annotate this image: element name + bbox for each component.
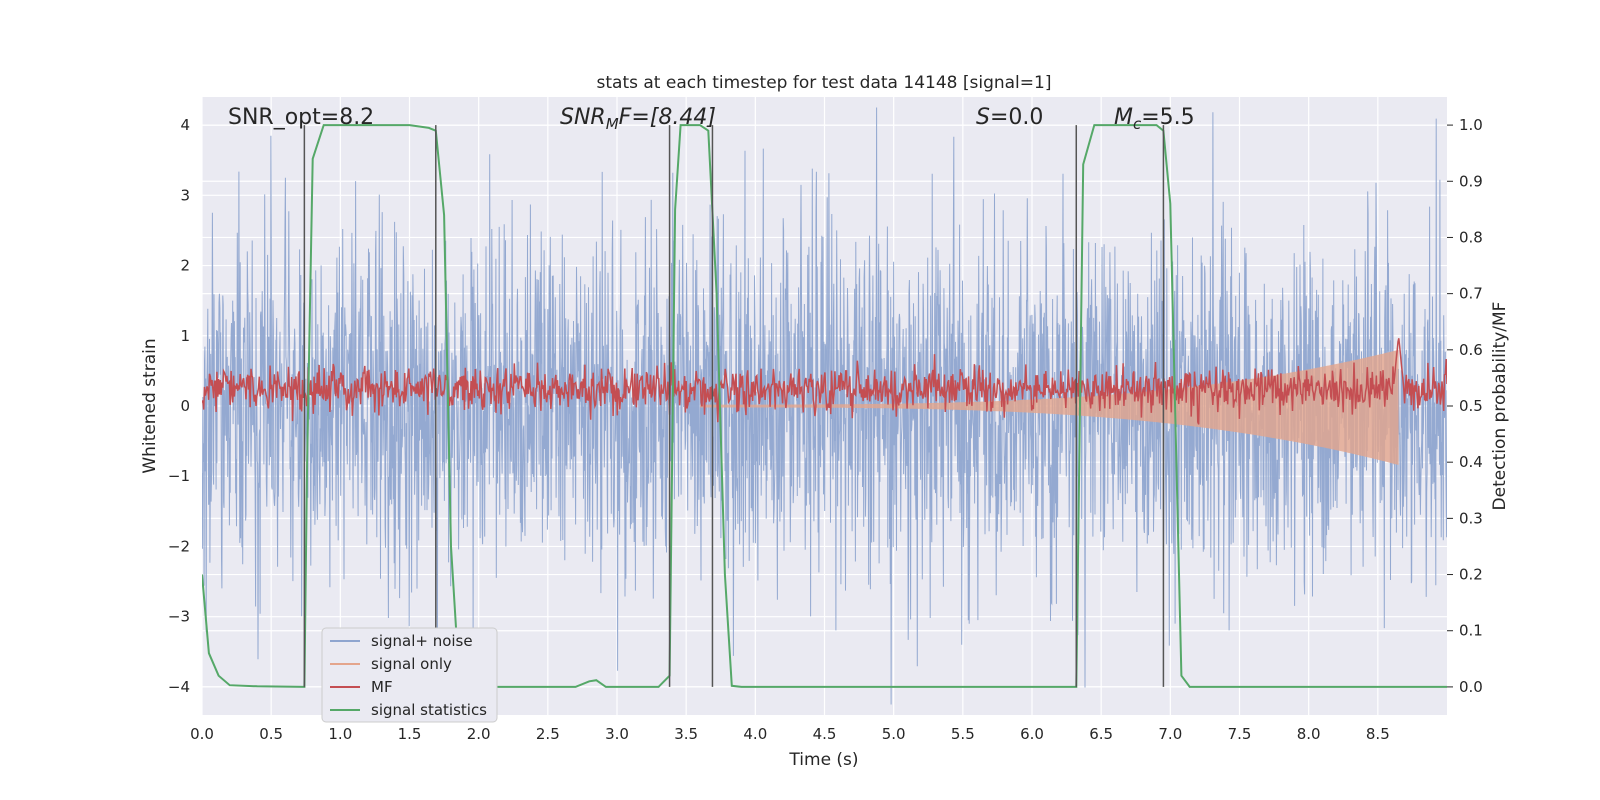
vertical-lines	[303, 125, 1165, 687]
x-axis-label: Time (s)	[788, 750, 858, 770]
series-signal-noise	[202, 107, 1447, 705]
y-left-tick-label-7: 3	[180, 186, 190, 204]
y-left-tick-label-8: 4	[180, 116, 190, 134]
y-left-tick-label-4: 0	[180, 397, 190, 415]
y-axis-label-right: Detection probability/MF	[1490, 302, 1510, 511]
annotation-mc-value: =5.5	[1141, 105, 1194, 130]
chart-title: stats at each timestep for test data 141…	[597, 73, 1052, 93]
y-left-tick-label-1: −3	[168, 608, 190, 626]
y-right-tick-label-10: 1.0	[1459, 116, 1483, 134]
annotation-snr-opt: SNR_opt=8.2	[228, 105, 374, 130]
y-left-tick-label-2: −2	[168, 537, 190, 555]
y-left-tick-label-5: 1	[180, 327, 190, 345]
annotation-mc-sub: c	[1133, 115, 1142, 133]
y-right-tick-label-7: 0.7	[1459, 285, 1483, 303]
legend-label-signal-only: signal only	[371, 655, 452, 673]
legend: signal+ noise signal only MF signal stat…	[321, 627, 498, 723]
series-signal-statistics	[202, 124, 1447, 688]
y-right-tick-label-3: 0.3	[1459, 509, 1483, 527]
x-tick-label-5: 2.5	[536, 725, 560, 743]
x-tick-label-10: 5.0	[882, 725, 906, 743]
x-tick-label-12: 6.0	[1020, 725, 1044, 743]
annotation-snr-mf-name: SNR	[560, 105, 606, 130]
y-right-tick-label-5: 0.5	[1459, 397, 1483, 415]
x-tick-label-8: 4.0	[743, 725, 767, 743]
x-tick-label-4: 2.0	[467, 725, 491, 743]
y-right-tick-label-9: 0.9	[1459, 172, 1483, 190]
y-right-tick-label-1: 0.1	[1459, 622, 1483, 640]
x-tick-label-1: 0.5	[259, 725, 283, 743]
series-signal-only	[700, 349, 1399, 465]
y-right-tick-label-8: 0.8	[1459, 228, 1483, 246]
x-tick-label-0: 0.0	[190, 725, 214, 743]
x-tick-label-7: 3.5	[674, 725, 698, 743]
annotation-mc-name: M	[1114, 105, 1133, 130]
x-tick-label-15: 7.5	[1228, 725, 1252, 743]
y-left-tick-label-6: 2	[180, 257, 190, 275]
y-left-tick-label-3: −1	[168, 467, 190, 485]
x-tick-label-14: 7.0	[1158, 725, 1182, 743]
annotation-s-value: =0.0	[990, 105, 1043, 130]
x-tick-label-2: 1.0	[328, 725, 352, 743]
y-right-tick-label-6: 0.6	[1459, 341, 1483, 359]
y-right-tick-label-4: 0.4	[1459, 453, 1483, 471]
x-tick-label-11: 5.5	[951, 725, 975, 743]
annotation-snr-mf-sub: M	[606, 115, 619, 133]
annotation-mc: Mc=5.5	[1114, 105, 1195, 133]
x-tick-label-17: 8.5	[1366, 725, 1390, 743]
y-left-tick-label-0: −4	[168, 678, 190, 696]
series-layer	[202, 107, 1447, 705]
x-tick-label-9: 4.5	[813, 725, 837, 743]
tick-labels: 0.0 0.5 1.0 1.5 2.0 2.5 3.0 3.5 4.0 4.5 5.0 5.5 6.0 6…	[168, 116, 1483, 743]
legend-label-signal-statistics: signal statistics	[371, 701, 487, 719]
annotation-s-name: S	[976, 105, 990, 130]
y-right-tick-label-2: 0.2	[1459, 566, 1483, 584]
x-tick-label-6: 3.0	[605, 725, 629, 743]
annotation-snr-mf-rest: F=[8.44]	[619, 105, 716, 130]
series-mf	[202, 338, 1447, 425]
x-tick-label-16: 8.0	[1297, 725, 1321, 743]
legend-label-signal-noise: signal+ noise	[371, 632, 473, 650]
legend-label-mf: MF	[371, 678, 393, 696]
annotation-s: S=0.0	[976, 105, 1043, 130]
x-tick-label-13: 6.5	[1089, 725, 1113, 743]
x-tick-label-3: 1.5	[398, 725, 422, 743]
y-right-tick-label-0: 0.0	[1459, 678, 1483, 696]
annotation-snr-mf: SNRMF=[8.44]	[560, 105, 716, 133]
y-axis-label-left: Whitened strain	[140, 338, 160, 473]
legend-box	[321, 627, 498, 723]
